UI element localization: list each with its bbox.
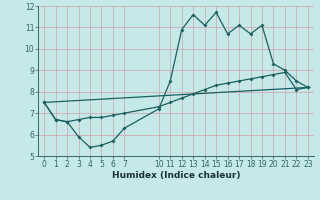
- X-axis label: Humidex (Indice chaleur): Humidex (Indice chaleur): [112, 171, 240, 180]
